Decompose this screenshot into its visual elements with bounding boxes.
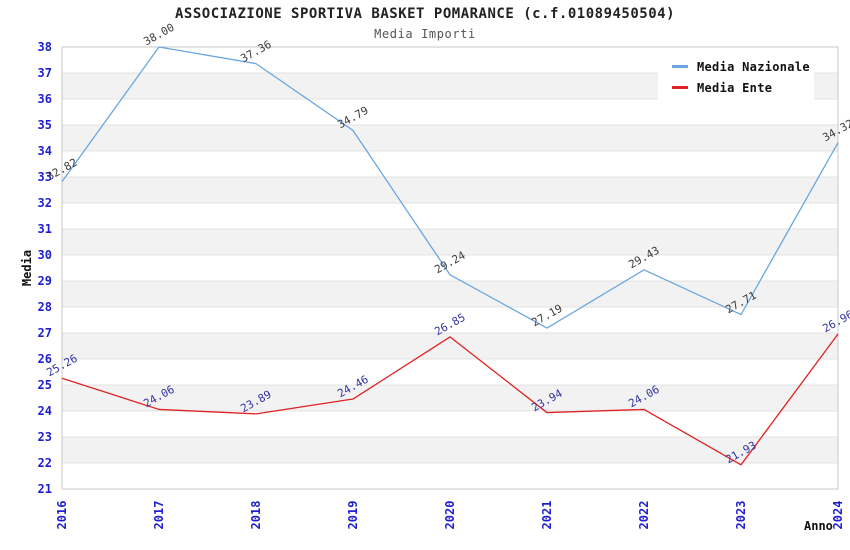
y-tick-label: 31 xyxy=(37,222,52,236)
y-tick-label: 30 xyxy=(37,248,52,262)
x-tick-label: 2020 xyxy=(443,500,457,530)
y-tick-label: 37 xyxy=(37,66,52,80)
plot-border xyxy=(61,46,839,490)
y-tick-label: 21 xyxy=(37,482,52,496)
y-tick-label: 33 xyxy=(37,170,52,184)
alternating-band xyxy=(62,437,838,463)
y-tick-label: 28 xyxy=(37,300,52,314)
x-tick-label: 2021 xyxy=(540,500,554,530)
y-tick-label: 38 xyxy=(37,40,52,54)
x-axis-title: Anno xyxy=(804,519,833,533)
y-tick-label: 36 xyxy=(37,92,52,106)
x-tick-label: 2018 xyxy=(249,500,263,530)
x-tick-label: 2024 xyxy=(831,500,845,530)
x-tick-label: 2019 xyxy=(346,500,360,530)
x-tick-label: 2023 xyxy=(734,500,748,530)
nazionale-line-swatch-icon xyxy=(672,65,688,68)
ente-line-swatch-icon xyxy=(672,86,688,89)
legend: Media Nazionale Media Ente xyxy=(658,48,814,105)
y-axis-title: Media xyxy=(20,249,34,287)
series-line-0 xyxy=(61,46,839,329)
x-tick-label: 2017 xyxy=(152,500,166,530)
series-line-1 xyxy=(61,333,839,466)
y-tick-label: 24 xyxy=(37,404,52,418)
legend-item-ente: Media Ente xyxy=(672,77,814,98)
chart-title: ASSOCIAZIONE SPORTIVA BASKET POMARANCE (… xyxy=(174,6,675,22)
y-tick-label: 26 xyxy=(37,352,52,366)
y-tick-label: 34 xyxy=(37,144,52,158)
chart-subtitle: Media Importi xyxy=(374,27,476,41)
x-tick-label: 2016 xyxy=(55,500,69,530)
plot-background xyxy=(62,47,838,489)
y-tick-label: 29 xyxy=(37,274,52,288)
alternating-band xyxy=(62,229,838,255)
alternating-band xyxy=(62,385,838,411)
legend-item-nazionale: Media Nazionale xyxy=(672,56,814,77)
legend-label-ente: Media Ente xyxy=(697,80,773,95)
y-tick-label: 27 xyxy=(37,326,52,340)
y-tick-label: 32 xyxy=(37,196,52,210)
alternating-band xyxy=(62,177,838,203)
y-tick-label: 22 xyxy=(37,456,52,470)
y-tick-label: 25 xyxy=(37,378,52,392)
legend-label-nazionale: Media Nazionale xyxy=(697,59,810,74)
alternating-band xyxy=(62,125,838,151)
x-tick-label: 2022 xyxy=(637,500,651,530)
y-tick-label: 23 xyxy=(37,430,52,444)
alternating-band xyxy=(62,281,838,307)
y-tick-label: 35 xyxy=(37,118,52,132)
